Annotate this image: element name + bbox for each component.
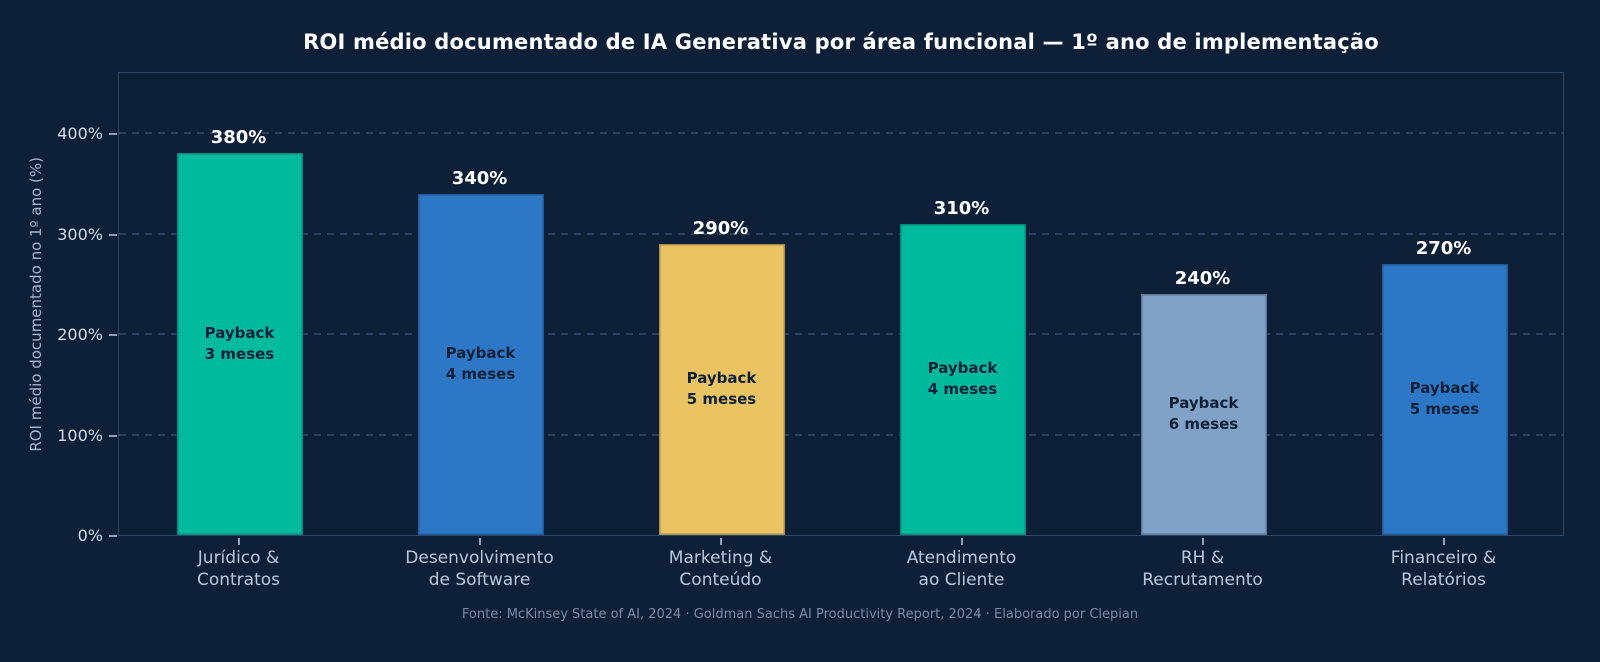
x-tick-mark <box>237 538 240 545</box>
x-tick-mark <box>1201 538 1204 545</box>
x-tick-label-atendimento-cliente: Atendimento ao Cliente <box>906 548 1017 591</box>
y-tick-label: 100% <box>57 425 103 445</box>
payback-label-desenvolvimento-software: Payback 4 meses <box>445 344 516 384</box>
y-tick-label: 400% <box>57 124 103 144</box>
x-tick-label-juridico-contratos: Jurídico & Contratos <box>196 548 281 591</box>
payback-label-juridico-contratos: Payback 3 meses <box>204 324 275 364</box>
y-tick-label: 200% <box>57 325 103 345</box>
bar-marketing-conteudo: Payback 5 meses <box>658 243 785 535</box>
bar-desenvolvimento-software: Payback 4 meses <box>417 193 544 535</box>
y-tick-mark <box>109 535 117 537</box>
bar-value-label-rh-recrutamento: 240% <box>1174 267 1231 289</box>
bar-value-label-marketing-conteudo: 290% <box>692 217 749 239</box>
payback-label-atendimento-cliente: Payback 4 meses <box>927 359 998 399</box>
y-tick-mark <box>109 233 117 236</box>
gridline-400 <box>119 132 1563 135</box>
plot-area: Payback 3 meses Payback 4 meses Payback 5 … <box>118 72 1564 536</box>
y-tick-label: 0% <box>77 526 103 545</box>
x-tick-mark <box>960 538 963 545</box>
y-tick-label: 300% <box>57 224 103 244</box>
x-tick-mark <box>719 538 722 545</box>
x-tick-label-rh-recrutamento: RH & Recrutamento <box>1142 548 1263 591</box>
bar-value-label-desenvolvimento-software: 340% <box>451 167 508 189</box>
y-tick-mark <box>109 434 117 437</box>
bar-value-label-financeiro-relatorios: 270% <box>1415 237 1472 259</box>
gridline-300 <box>119 232 1563 235</box>
bar-rh-recrutamento: Payback 6 meses <box>1140 293 1267 535</box>
x-tick-label-marketing-conteudo: Marketing & Conteúdo <box>668 548 773 591</box>
payback-label-financeiro-relatorios: Payback 5 meses <box>1409 379 1480 419</box>
chart-title: ROI médio documentado de IA Generativa p… <box>303 30 1379 54</box>
y-axis-label: ROI médio documentado no 1º ano (%) <box>27 156 45 452</box>
bar-financeiro-relatorios: Payback 5 meses <box>1381 263 1508 535</box>
x-tick-mark <box>478 538 481 545</box>
bar-juridico-contratos: Payback 3 meses <box>176 153 303 535</box>
x-tick-label-desenvolvimento-software: Desenvolvimento de Software <box>405 548 554 591</box>
x-tick-label-financeiro-relatorios: Financeiro & Relatórios <box>1390 548 1497 591</box>
y-tick-mark <box>109 334 117 337</box>
gridline-100 <box>119 433 1563 436</box>
x-tick-mark <box>1442 538 1445 545</box>
bar-value-label-juridico-contratos: 380% <box>210 127 267 149</box>
bar-atendimento-cliente: Payback 4 meses <box>899 223 1026 535</box>
source-footer: Fonte: McKinsey State of AI, 2024 · Gold… <box>461 607 1139 622</box>
gridline-200 <box>119 333 1563 336</box>
payback-label-rh-recrutamento: Payback 6 meses <box>1168 394 1239 434</box>
bar-value-label-atendimento-cliente: 310% <box>933 197 990 219</box>
payback-label-marketing-conteudo: Payback 5 meses <box>686 369 757 409</box>
y-tick-mark <box>109 133 117 136</box>
